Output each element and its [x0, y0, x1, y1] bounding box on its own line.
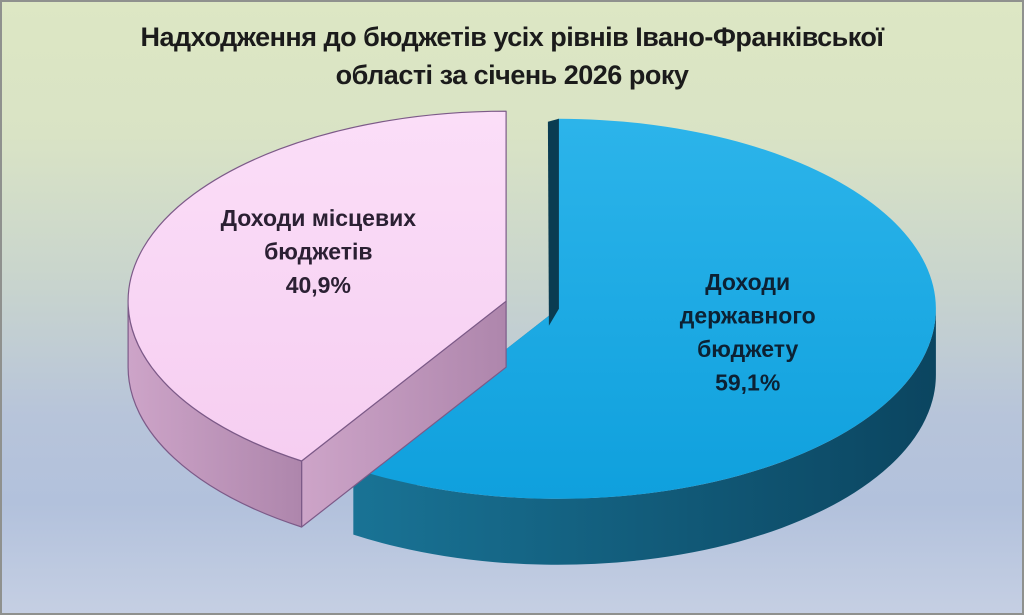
slice-label-line: бюджету [697, 336, 798, 362]
pie-slice-local-budget-label: Доходи місцевих бюджетів 40,9% [221, 205, 417, 298]
pie-slice-state-budget-rim [353, 308, 936, 565]
pie-slice-local-budget [127, 110, 507, 528]
slice-value-local-budget: 40,9% [286, 272, 351, 298]
title-line-2: області за січень 2026 року [335, 60, 689, 90]
pie-slice-state-budget-cut-face [547, 118, 559, 326]
slice-label-line: Доходи місцевих [221, 205, 417, 231]
pie-slice-state-budget-label: Доходи державного бюджету 59,1% [680, 269, 816, 396]
slice-label-line: державного [680, 303, 816, 329]
page-title: Надходження до бюджетів усіх рівнів Іван… [42, 18, 982, 94]
pie-slice-local-budget-top-face [127, 110, 507, 462]
title-line-1: Надходження до бюджетів усіх рівнів Іван… [140, 22, 884, 52]
pie-slice-state-budget-top-face [353, 118, 936, 499]
slice-value-state-budget: 59,1% [715, 370, 780, 396]
slice-label-line: Доходи [705, 269, 790, 295]
slice-label-line: бюджетів [264, 239, 372, 265]
pie-slice-state-budget [353, 118, 936, 565]
